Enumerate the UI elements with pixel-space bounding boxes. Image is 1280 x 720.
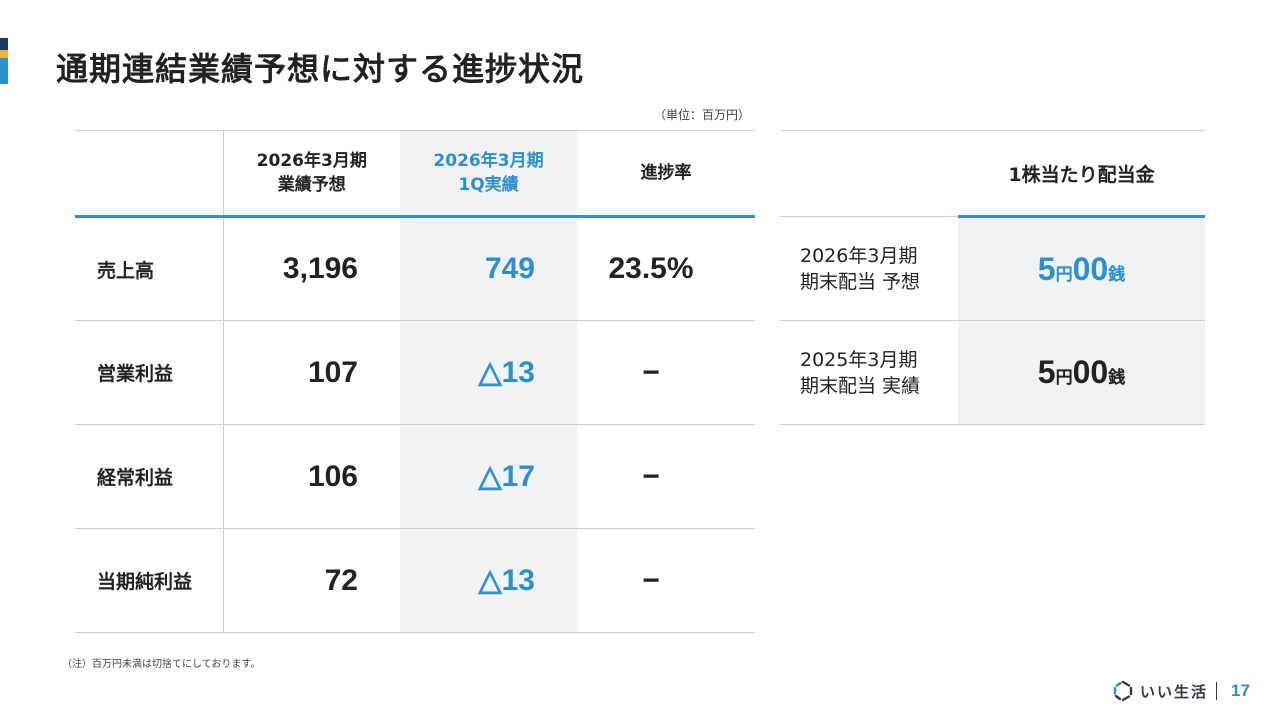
company-logo-icon	[1113, 680, 1133, 702]
forecast-value: 72	[223, 528, 400, 633]
dividend-label: 2025年3月期 期末配当 実績	[780, 320, 958, 425]
dividend-table: 1株当たり配当金 2026年3月期 期末配当 予想 5円00銭 2025年3月期…	[780, 130, 1205, 425]
dividend-row: 2026年3月期 期末配当 予想 5円00銭	[780, 216, 1205, 321]
unit-note: （単位：百万円）	[653, 108, 750, 122]
header-actual: 2026年3月期 1Q実績	[400, 130, 577, 218]
dividend-period: 2026年3月期	[800, 244, 918, 267]
brand-name: いい生活	[1140, 682, 1209, 701]
forecast-value: 107	[223, 320, 400, 425]
title-accent-bar	[0, 38, 8, 84]
header-forecast-line1: 2026年3月期	[256, 151, 367, 171]
page-title: 通期連結業績予想に対する進捗状況	[56, 50, 585, 88]
header-actual-line2: 1Q実績	[458, 175, 519, 195]
dividend-yen-unit: 円	[1055, 368, 1073, 388]
actual-value: 749	[400, 216, 577, 321]
actual-value: △13	[400, 320, 577, 425]
dividend-header-row: 1株当たり配当金	[780, 130, 1205, 218]
header-forecast: 2026年3月期 業績予想	[223, 130, 400, 218]
progress-value: −	[577, 528, 755, 633]
table-row: 経常利益 106 △17 −	[75, 424, 755, 529]
dividend-yen-unit: 円	[1055, 264, 1073, 285]
dividend-type: 期末配当 実績	[800, 374, 921, 397]
table-row: 当期純利益 72 △13 −	[75, 528, 755, 633]
results-header-row: 2026年3月期 業績予想 2026年3月期 1Q実績 進捗率	[75, 130, 755, 218]
progress-value: 23.5%	[577, 216, 755, 321]
header-actual-line1: 2026年3月期	[433, 151, 544, 171]
dividend-sen-unit: 銭	[1108, 264, 1126, 285]
page-number: 17	[1231, 681, 1250, 700]
row-label: 売上高	[75, 216, 224, 321]
actual-value: △17	[400, 424, 577, 529]
dividend-row: 2025年3月期 期末配当 実績 5円00銭	[780, 320, 1205, 425]
dividend-header-empty	[780, 130, 958, 217]
dividend-sen: 00	[1072, 250, 1109, 287]
dividend-yen: 5	[1037, 354, 1056, 390]
row-label: 当期純利益	[75, 528, 224, 633]
dividend-sen: 00	[1072, 354, 1109, 390]
results-table: 2026年3月期 業績予想 2026年3月期 1Q実績 進捗率 売上高 3,19…	[75, 130, 755, 633]
table-row: 営業利益 107 △13 −	[75, 320, 755, 425]
progress-value: −	[577, 424, 755, 529]
dividend-sen-unit: 銭	[1108, 368, 1126, 388]
dividend-header: 1株当たり配当金	[958, 130, 1205, 218]
header-empty	[75, 130, 224, 218]
dividend-label: 2026年3月期 期末配当 予想	[780, 216, 958, 321]
progress-value: −	[577, 320, 755, 425]
forecast-value: 3,196	[223, 216, 400, 321]
dividend-period: 2025年3月期	[800, 348, 918, 371]
dividend-value: 5円00銭	[958, 216, 1205, 321]
dividend-yen: 5	[1037, 250, 1056, 287]
table-row: 売上高 3,196 749 23.5%	[75, 216, 755, 321]
dividend-value: 5円00銭	[958, 320, 1205, 425]
forecast-value: 106	[223, 424, 400, 529]
footer-divider	[1216, 682, 1218, 700]
footnote: （注）百万円未満は切捨てにしております。	[62, 659, 261, 670]
actual-value: △13	[400, 528, 577, 633]
header-forecast-line2: 業績予想	[277, 175, 346, 195]
header-progress: 進捗率	[577, 130, 755, 218]
footer-brand: いい生活 17	[1112, 680, 1250, 702]
dividend-type: 期末配当 予想	[800, 270, 921, 293]
row-label: 経常利益	[75, 424, 224, 529]
row-label: 営業利益	[75, 320, 224, 425]
